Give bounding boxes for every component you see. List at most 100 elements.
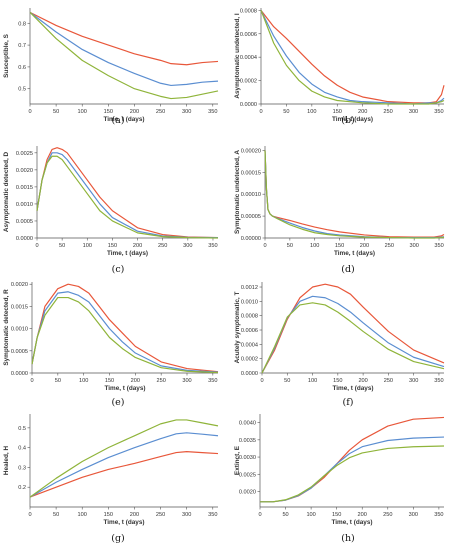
chart-panel-5: 0 50 100 150 200 250 300 350 0.0000 0.0005 0.0010 0… <box>3 282 219 408</box>
x-tick-label: 0 <box>30 378 33 384</box>
x-axis-label: Time, t (days) <box>331 519 372 526</box>
x-tick-label: 350 <box>434 109 443 115</box>
panel-label: (c) <box>112 264 125 275</box>
x-tick-label: 100 <box>83 243 92 249</box>
x-tick-label: 300 <box>182 512 191 518</box>
x-tick-label: 350 <box>434 378 443 384</box>
x-tick-label: 50 <box>287 243 293 249</box>
x-tick-label: 250 <box>384 378 393 384</box>
y-axis-label: Acutely symptomatic, T <box>234 292 241 364</box>
x-axis-label: Time, t (days) <box>103 519 144 526</box>
series-line-2 <box>261 295 445 374</box>
series-line-3 <box>29 11 219 100</box>
y-tick-label: 0.0008 <box>240 8 257 14</box>
x-tick-label: 100 <box>310 243 319 249</box>
y-tick-label: 0.0006 <box>240 32 257 38</box>
y-tick-label: 0.4 <box>18 446 26 452</box>
y-tick-label: 0.0020 <box>16 168 33 174</box>
y-tick-label: 0.2 <box>18 485 26 491</box>
x-tick-label: 200 <box>358 512 367 518</box>
x-tick-label: 200 <box>130 109 139 115</box>
x-tick-label: 0 <box>259 109 262 115</box>
x-tick-label: 150 <box>104 109 113 115</box>
x-tick-label: 50 <box>283 109 289 115</box>
series-line-2 <box>31 291 219 373</box>
y-tick-label: 0.0020 <box>11 282 28 288</box>
chart-panel-7: 0 50 100 150 200 250 300 350 0.2 0.3 0.4 0.5 Time, t… <box>3 414 219 544</box>
x-tick-label: 150 <box>333 109 342 115</box>
x-tick-label: 200 <box>358 378 367 384</box>
x-axis-label: Time, t (days) <box>104 385 145 392</box>
y-axis-label: Symptomatic undetected, A <box>234 150 241 234</box>
chart-panel-4: 0 50 100 150 200 250 300 350 0.00000 0.00005 0.000… <box>234 146 445 275</box>
x-tick-label: 350 <box>208 512 217 518</box>
x-tick-label: 100 <box>307 109 316 115</box>
y-tick-label: 0.00020 <box>241 148 261 154</box>
x-tick-label: 100 <box>306 512 315 518</box>
x-tick-label: 0 <box>28 512 31 518</box>
y-tick-label: 0.0005 <box>11 349 28 355</box>
series-line-3 <box>29 419 219 498</box>
x-axis-label: Time, t (days) <box>332 385 373 392</box>
y-tick-label: 0.0008 <box>241 314 258 320</box>
y-tick-label: 0.0010 <box>11 327 28 333</box>
series-line-3 <box>261 302 445 374</box>
series-line-1 <box>29 451 219 498</box>
y-tick-label: 0.0015 <box>16 185 33 191</box>
x-tick-label: 300 <box>409 378 418 384</box>
x-tick-label: 150 <box>104 512 113 518</box>
y-axis-label: Asymptomatic detected, D <box>3 151 10 232</box>
x-tick-label: 150 <box>105 378 114 384</box>
y-axis-label: Asymptomatic undetected, I <box>234 13 241 98</box>
y-tick-label: 0.0000 <box>11 371 28 377</box>
chart-panel-1: 0 50 100 150 200 250 300 350 0.5 0.6 0.7 0.8 Time, t… <box>3 8 219 126</box>
y-tick-label: 0.8 <box>18 21 26 27</box>
y-tick-label: 0.0010 <box>16 202 33 208</box>
y-tick-label: 0.0030 <box>239 455 256 461</box>
x-tick-label: 300 <box>183 243 192 249</box>
y-tick-label: 0.3 <box>18 465 26 471</box>
series-line-2 <box>29 432 219 498</box>
x-tick-label: 300 <box>409 109 418 115</box>
x-tick-label: 50 <box>55 378 61 384</box>
x-tick-label: 300 <box>182 378 191 384</box>
series-line-1 <box>261 283 445 374</box>
x-tick-label: 250 <box>383 512 392 518</box>
series-line-2 <box>36 152 219 239</box>
y-tick-label: 0.0040 <box>239 421 256 427</box>
y-tick-label: 0.0005 <box>16 219 33 225</box>
y-axis-label: Healed, H <box>3 446 10 476</box>
y-tick-label: 0.0004 <box>241 342 258 348</box>
x-tick-label: 200 <box>133 243 142 249</box>
chart-panel-6: 0 50 100 150 200 250 300 350 0.0000 0.0002 0.0004 0… <box>234 282 445 408</box>
x-tick-label: 150 <box>332 512 341 518</box>
series-line-2 <box>264 150 445 239</box>
x-tick-label: 200 <box>360 243 369 249</box>
panel-label: (e) <box>111 397 124 408</box>
x-tick-label: 350 <box>434 243 443 249</box>
y-tick-label: 0.0035 <box>239 438 256 444</box>
y-tick-label: 0.0020 <box>239 490 256 496</box>
x-tick-label: 0 <box>258 512 261 518</box>
y-tick-label: 0.6 <box>18 65 26 71</box>
y-tick-label: 0.0002 <box>241 357 258 363</box>
series-line-1 <box>36 147 219 239</box>
y-tick-label: 0.00010 <box>241 192 261 198</box>
x-tick-label: 0 <box>263 243 266 249</box>
x-axis-label: Time, t (days) <box>103 116 144 123</box>
x-tick-label: 100 <box>79 378 88 384</box>
y-tick-label: 0.0002 <box>240 79 257 85</box>
x-tick-label: 50 <box>59 243 65 249</box>
chart-panel-3: 0 50 100 150 200 250 300 350 0.0000 0.0005 0.0010 0… <box>3 146 219 275</box>
x-tick-label: 0 <box>28 109 31 115</box>
series-line-1 <box>29 11 219 66</box>
chart-panel-2: 0 50 100 150 200 250 300 350 0.0000 0.0002 0.0004 0… <box>234 8 445 126</box>
series-line-1 <box>260 9 445 104</box>
x-tick-label: 100 <box>78 512 87 518</box>
x-tick-label: 350 <box>208 243 217 249</box>
x-axis-label: Time, t (days) <box>107 250 148 257</box>
x-tick-label: 200 <box>130 512 139 518</box>
x-tick-label: 0 <box>260 378 263 384</box>
x-tick-label: 150 <box>335 243 344 249</box>
